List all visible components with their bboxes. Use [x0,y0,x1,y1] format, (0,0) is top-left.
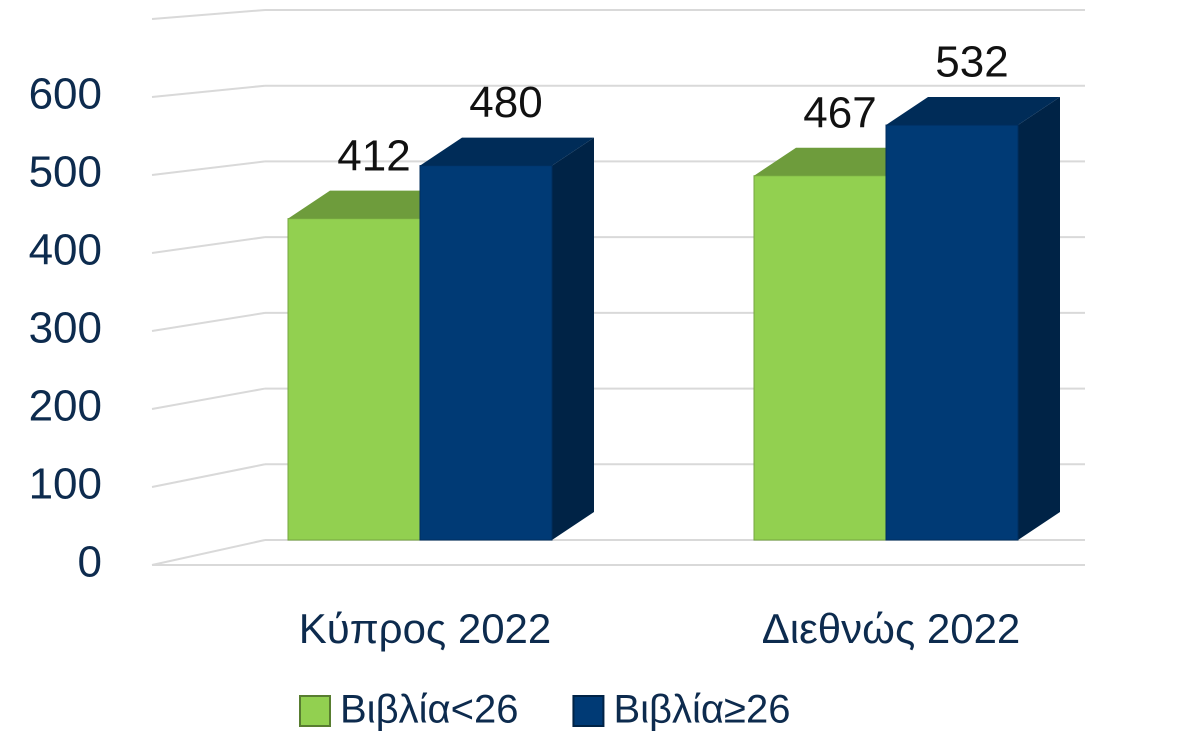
grid-line [151,463,266,488]
y-tick-label: 100 [29,460,102,509]
grid-line [151,84,266,98]
legend-swatch [299,695,331,727]
y-tick-label: 300 [29,304,102,353]
data-label: 532 [935,38,1008,87]
y-tick-label: 200 [29,382,102,431]
bar [753,147,928,541]
y-tick-label: 0 [78,538,102,587]
bar [885,97,1060,541]
y-tick-label: 400 [29,226,102,275]
data-label: 412 [337,131,410,180]
y-tick-label: 500 [29,148,102,197]
legend-swatch [572,695,605,727]
bar-front [753,175,887,541]
x-tick-label: Διεθνώς 2022 [762,605,1021,652]
y-tick-label: 600 [29,70,102,119]
grid-line [151,539,266,566]
bar-top [420,137,594,166]
bar-top [886,97,1060,126]
grid-line [151,311,266,332]
grid-line [151,9,266,20]
data-label: 480 [469,78,542,127]
bar-side [1018,97,1060,540]
grid-line [151,387,266,410]
bar-front [287,218,421,541]
bar-front [419,165,553,541]
bar [419,137,594,541]
legend-label: Βιβλία<26 [340,688,518,732]
legend-label: Βιβλία≥26 [613,688,790,732]
bar-side [552,137,594,540]
grid-line [151,160,266,176]
grid-line [151,236,266,254]
bar-top [754,147,928,176]
bar-front [885,124,1019,541]
x-tick-label: Κύπρος 2022 [299,605,552,652]
data-label: 467 [803,88,876,137]
bar-top [288,190,462,219]
